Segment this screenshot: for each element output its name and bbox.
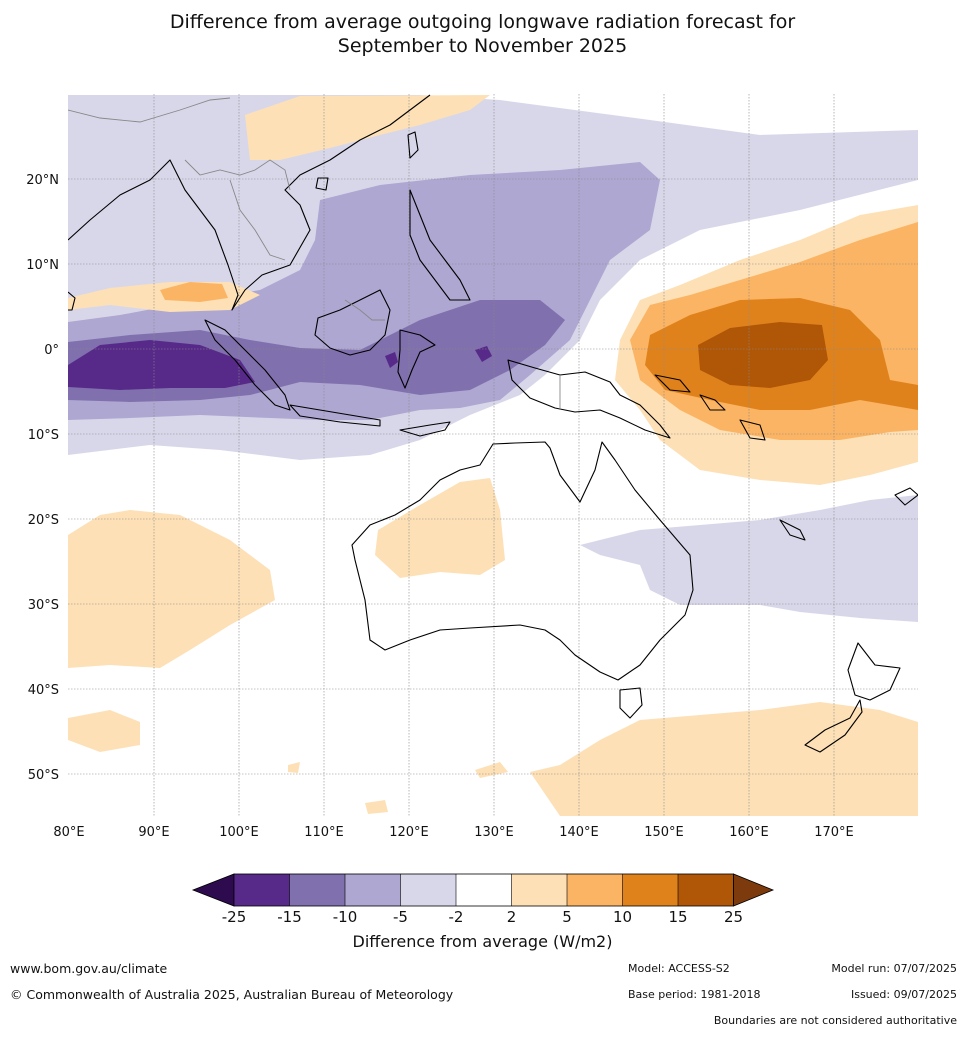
longitude-label: 150°E — [644, 825, 684, 840]
colorbar-tick-label: 5 — [562, 908, 572, 926]
olr-pos-5-bay — [160, 282, 228, 302]
longitude-label: 110°E — [304, 825, 344, 840]
colorbar-tick-label: -2 — [449, 908, 464, 926]
colorbar-tick-label: 2 — [507, 908, 517, 926]
latitude-label: 50°S — [28, 768, 59, 783]
latitude-label: 0° — [44, 343, 59, 358]
new-zealand-south — [804, 699, 863, 753]
latitude-label: 20°S — [28, 513, 59, 528]
title-line-2: September to November 2025 — [337, 35, 628, 57]
border-c — [229, 179, 286, 261]
coastlines — [68, 94, 918, 753]
olr-pos-15-pacific — [698, 322, 828, 388]
copyright-text: © Commonwealth of Australia 2025, Austra… — [10, 987, 454, 1002]
border-b — [184, 159, 291, 191]
colorbar-tick-label: -10 — [333, 908, 358, 926]
colorbar-tick-label: 10 — [613, 908, 632, 926]
latitude-label: 30°S — [28, 598, 59, 613]
asia-mainland-coast — [68, 94, 431, 311]
australia-coast — [351, 441, 694, 681]
olr-pos-2-australia — [375, 478, 505, 578]
latitude-label: 10°N — [26, 258, 59, 273]
latitude-label: 40°S — [28, 683, 59, 698]
olr-pos-2-south-a — [68, 710, 140, 752]
longitude-label: 130°E — [474, 825, 514, 840]
latitude-label: 10°S — [28, 428, 59, 443]
base-period-text: Base period: 1981-2018 — [628, 988, 761, 1001]
colorbar-title: Difference from average (W/m2) — [352, 932, 613, 951]
olr-spot-minus-15a — [385, 352, 398, 368]
new-guinea-coast — [507, 359, 671, 439]
borneo-coast — [314, 289, 391, 356]
colorbar-swatch — [400, 874, 456, 906]
country-borders — [68, 97, 561, 410]
new-caledonia — [779, 519, 806, 541]
longitude-labels: 80°E 90°E 100°E 110°E 120°E 130°E 140°E 150°E 16… — [53, 825, 853, 840]
new-britain — [654, 374, 691, 393]
colorbar-arrow-low — [191, 873, 235, 907]
olr-pos-2-south-b — [530, 702, 918, 816]
colorbar-outline — [233, 873, 734, 907]
disclaimer-text: Boundaries are not considered authoritat… — [713, 1014, 957, 1027]
title-line-1: Difference from average outgoing longwav… — [169, 11, 796, 33]
colorbar-tick-label: -25 — [222, 908, 247, 926]
hainan-coast — [315, 177, 329, 191]
longitude-label: 80°E — [53, 825, 84, 840]
fiji — [894, 487, 918, 506]
colorbar-swatch — [567, 874, 623, 906]
colorbar-swatch — [511, 874, 567, 906]
latitude-labels: 20°N 10°N 0° 10°S 20°S 30°S 40°S 50°S — [26, 173, 59, 783]
sulawesi-coast — [397, 329, 436, 389]
colorbar-swatch — [345, 874, 401, 906]
model-text: Model: ACCESS-S2 — [628, 962, 730, 975]
colorbar-swatch — [289, 874, 345, 906]
colorbar-tick-label: 25 — [724, 908, 743, 926]
chart-title: Difference from average outgoing longwav… — [0, 10, 965, 58]
longitude-label: 120°E — [389, 825, 429, 840]
colorbar-swatch — [622, 874, 678, 906]
new-zealand-north — [847, 642, 901, 701]
model-run-text: Model run: 07/07/2025 — [831, 962, 957, 975]
colorbar-tick-label: -5 — [393, 908, 408, 926]
map-plot-area — [68, 94, 918, 816]
latitude-label: 20°N — [26, 173, 59, 188]
philippines-coast — [409, 189, 471, 301]
colorbar-swatch — [678, 874, 734, 906]
sri-lanka-coast — [68, 291, 76, 311]
issued-text: Issued: 09/07/2025 — [850, 988, 957, 1001]
olr-pos-2-south-e — [365, 800, 388, 814]
olr-pos-2-indian — [68, 510, 275, 668]
sumatra-coast — [204, 319, 291, 411]
tasmania-coast — [619, 687, 643, 719]
solomon-islands — [699, 394, 766, 441]
colorbar-tick-label: 15 — [668, 908, 687, 926]
java-coast — [289, 404, 381, 427]
longitude-label: 140°E — [559, 825, 599, 840]
olr-pos-2-north — [245, 95, 490, 160]
olr-band-minus-2-south — [580, 495, 918, 622]
longitude-label: 160°E — [729, 825, 769, 840]
border-a — [68, 97, 231, 123]
olr-spot-minus-15b — [475, 346, 492, 362]
olr-band-minus-2-sea — [68, 180, 140, 230]
taiwan-coast — [407, 131, 419, 159]
colorbar-tick-label: -15 — [277, 908, 302, 926]
olr-band-minus-15 — [68, 340, 255, 390]
longitude-label: 170°E — [814, 825, 854, 840]
colorbar-arrow-high — [733, 873, 775, 907]
website-text: www.bom.gov.au/climate — [10, 961, 168, 976]
colorbar-swatch — [456, 874, 512, 906]
olr-pos-2-south-d — [288, 762, 300, 773]
longitude-label: 90°E — [138, 825, 169, 840]
graticule — [68, 94, 918, 816]
border-d — [344, 299, 385, 321]
timor-coast — [399, 421, 451, 437]
colorbar-swatch — [234, 874, 290, 906]
colorbar: -25 -15 -10 -5 -2 2 5 10 15 25 — [191, 873, 775, 926]
longitude-label: 100°E — [219, 825, 259, 840]
